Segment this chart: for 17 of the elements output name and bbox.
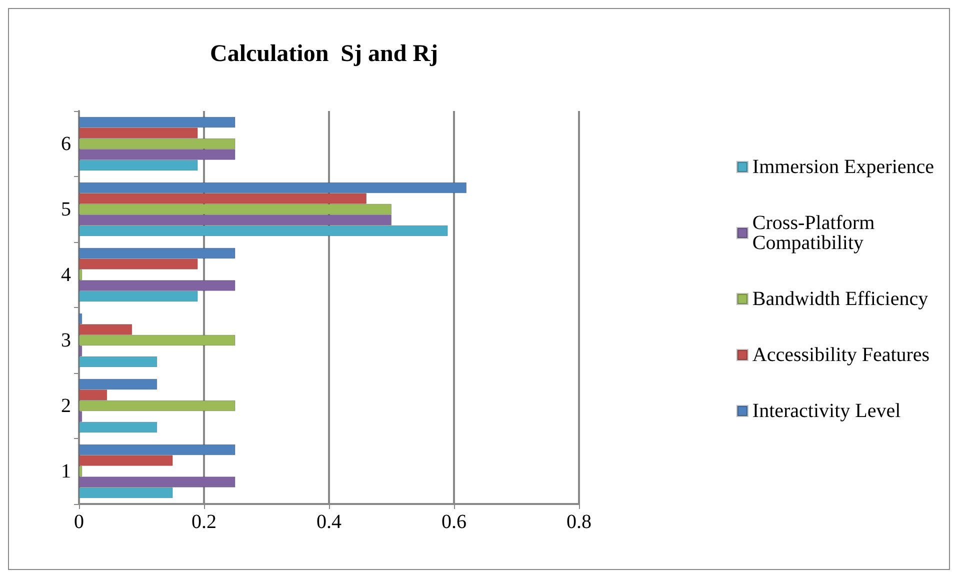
y-tick-label: 2: [61, 394, 71, 417]
legend-label: Immersion Experience: [752, 156, 934, 178]
y-tick-label: 4: [61, 264, 71, 286]
y-tick-label: 1: [61, 460, 71, 482]
x-tick-label: 0.8: [566, 511, 592, 533]
y-tick-label: 6: [61, 132, 71, 155]
legend-label: Cross-Platform Compatibility: [752, 212, 880, 254]
legend-label: Bandwidth Efficiency: [752, 288, 928, 310]
y-tick-label: 5: [61, 198, 71, 220]
chart-title: Calculation Sj and Rj: [210, 41, 438, 67]
x-tick-label: 0.6: [442, 511, 466, 533]
x-tick-label: 0.2: [192, 511, 216, 533]
x-tick-label: 0.4: [316, 511, 342, 533]
y-tick-label: 3: [61, 329, 71, 352]
legend-label: Accessibility Features: [752, 344, 930, 366]
legend-label: Interactivity Level: [752, 400, 902, 422]
x-tick-label: 0: [74, 511, 84, 533]
